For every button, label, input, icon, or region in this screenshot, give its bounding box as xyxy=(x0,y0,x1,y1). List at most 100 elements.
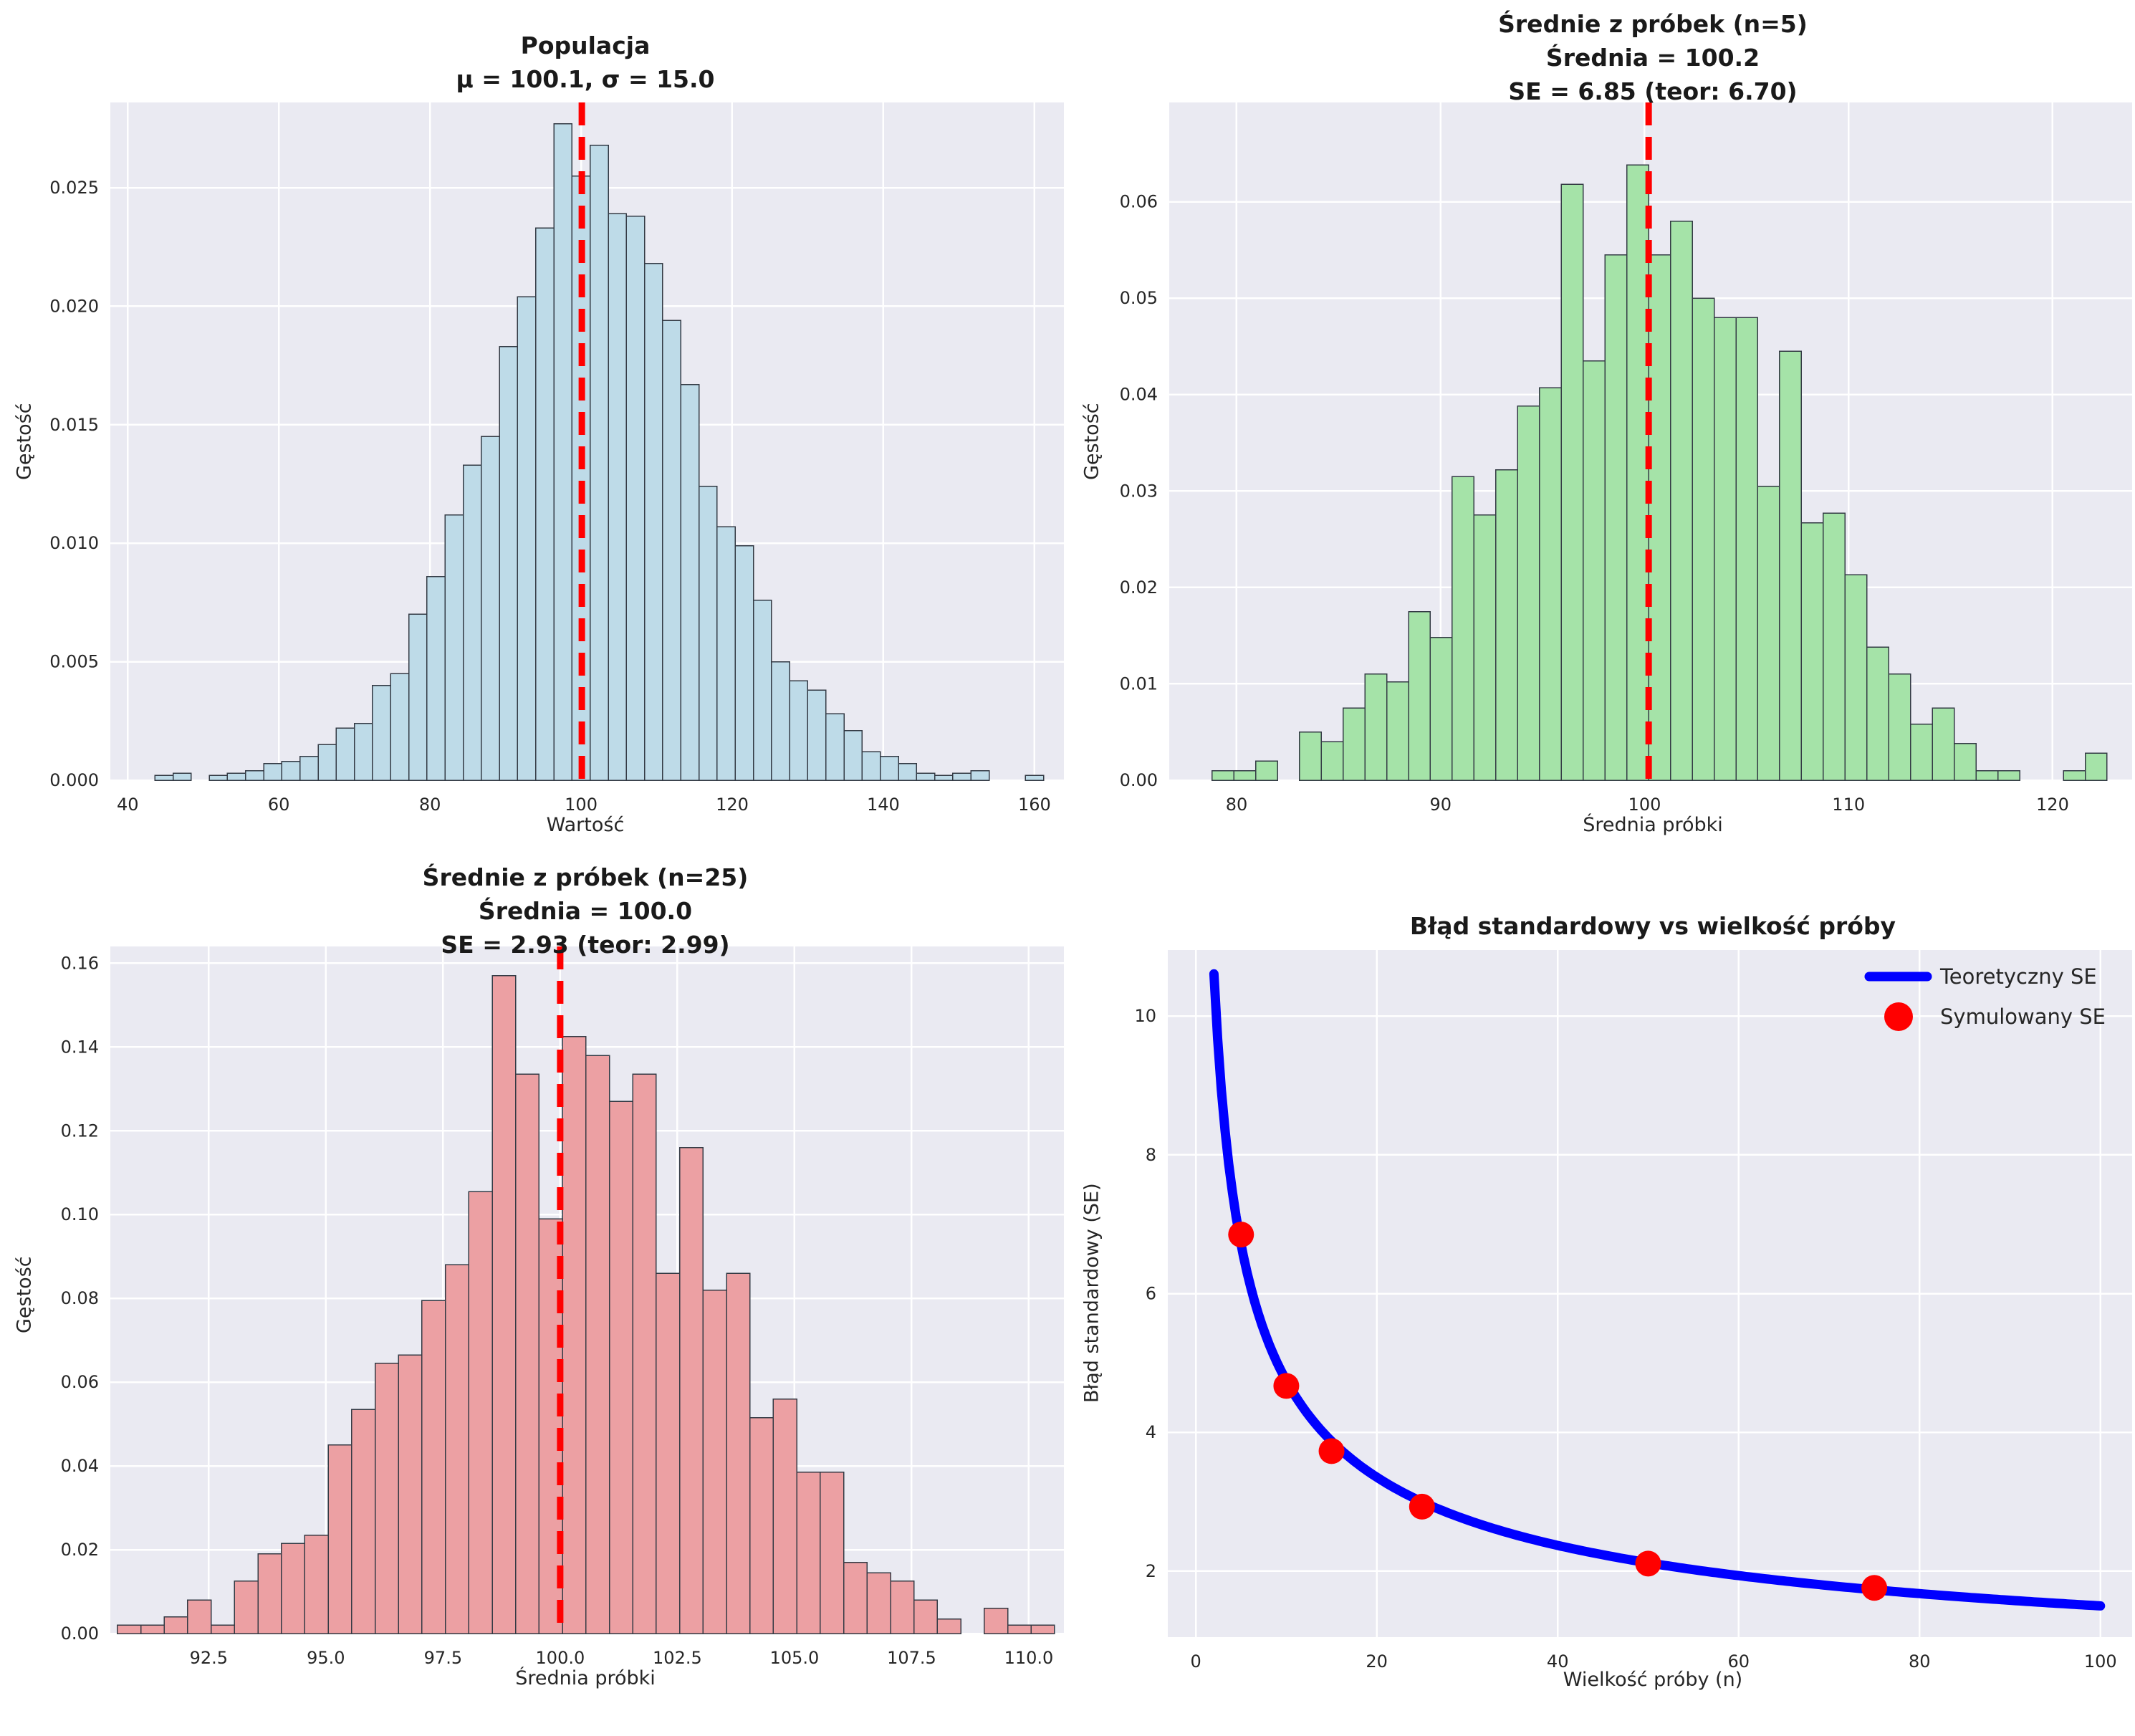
histogram-bar xyxy=(662,320,682,781)
histogram-bar xyxy=(226,772,246,781)
histogram-bar xyxy=(879,756,899,781)
histogram-bar xyxy=(1975,769,1999,781)
histogram-bar xyxy=(1582,360,1606,781)
simulated-se-point xyxy=(1635,1550,1661,1577)
histogram-bar xyxy=(1342,707,1366,781)
simulated-se-point xyxy=(1409,1493,1435,1520)
histogram-bar xyxy=(752,599,772,781)
histogram-bar xyxy=(952,772,972,781)
sample-means-n5-plot: 80 90 100 110 120 0.00 0.01 0.02 0.03 0.04 0.05 0.0… xyxy=(1120,102,2132,815)
x-axis-label: Wielkość próby (n) xyxy=(1563,1669,1743,1691)
x-axis-label: Średnia próbki xyxy=(515,1667,656,1689)
chart-title: Średnie z próbek (n=5) xyxy=(1498,10,1808,38)
histogram-bar xyxy=(515,1073,540,1634)
histogram-bar xyxy=(257,1553,282,1634)
histogram-bar xyxy=(970,770,990,781)
histogram-bar xyxy=(163,1616,188,1634)
histogram-bar xyxy=(726,1272,751,1634)
legend-label-simulated: Symulowany SE xyxy=(1940,1004,2106,1029)
histogram-bar xyxy=(1648,254,1671,781)
histogram-bar xyxy=(499,345,519,781)
histogram-bar xyxy=(656,1272,681,1634)
histogram-bar xyxy=(1007,1624,1032,1634)
histogram-bar xyxy=(462,464,482,781)
histogram-bar xyxy=(562,1035,587,1634)
population-plot: 40 60 80 100 120 140 160 0.000 0.005 0.010 0.015 0.… xyxy=(49,102,1064,815)
y-tick-label: 6 xyxy=(1146,1284,1156,1304)
y-tick-label: 0.14 xyxy=(61,1037,99,1057)
histogram-bar xyxy=(351,1409,376,1634)
x-tick-label: 40 xyxy=(117,795,139,815)
histogram-bar xyxy=(390,673,410,781)
chart-title: Średnie z próbek (n=25) xyxy=(422,863,749,891)
y-tick-label: 0.00 xyxy=(61,1624,99,1644)
histogram-bar xyxy=(608,213,628,781)
y-tick-label: 0.06 xyxy=(1120,192,1158,212)
x-tick-label: 105.0 xyxy=(770,1648,820,1668)
x-tick-label: 120 xyxy=(2036,795,2069,815)
y-tick-label: 8 xyxy=(1146,1145,1156,1165)
y-tick-label: 0.05 xyxy=(1120,288,1158,308)
x-tick-label: 110.0 xyxy=(1004,1648,1054,1668)
simulated-se-point xyxy=(1861,1575,1888,1601)
histogram-bar xyxy=(1844,574,1868,781)
histogram-bar xyxy=(1364,673,1388,781)
histogram-bar xyxy=(1823,512,1846,781)
histogram-bar xyxy=(898,763,918,781)
y-axis-label: Gęstość xyxy=(13,403,36,480)
histogram-bar xyxy=(1735,317,1759,781)
chart-subtitle: μ = 100.1, σ = 15.0 xyxy=(456,65,715,93)
histogram-bar xyxy=(187,1599,212,1634)
sample-means-n25-plot: 92.5 95.0 97.5 100.0 102.5 105.0 107.5 110.0 0.0… xyxy=(61,946,1064,1668)
histogram-bar xyxy=(172,772,192,781)
histogram-bar xyxy=(1233,769,1257,781)
histogram-bar xyxy=(1713,317,1737,781)
histogram-bar xyxy=(1429,637,1453,781)
x-tick-label: 100 xyxy=(1628,795,1661,815)
histogram-bar xyxy=(1669,220,1693,781)
x-tick-label: 100 xyxy=(2084,1651,2117,1672)
histogram-bar xyxy=(535,227,555,781)
histogram-bar xyxy=(281,760,301,781)
histogram-bar xyxy=(1495,469,1519,781)
histogram-bar xyxy=(702,1289,727,1634)
y-tick-label: 10 xyxy=(1134,1006,1156,1026)
chart-sample-means-n25: 92.5 95.0 97.5 100.0 102.5 105.0 107.5 110.0 0.0… xyxy=(0,853,1068,1707)
histogram-bar xyxy=(1866,646,1890,781)
histogram-bar xyxy=(245,770,264,781)
histogram-bar xyxy=(1517,406,1540,781)
histogram-bar xyxy=(353,722,373,781)
x-axis-label: Średnia próbki xyxy=(1583,814,1723,836)
histogram-bar xyxy=(698,486,718,781)
histogram-bar xyxy=(140,1624,165,1634)
histogram-bar xyxy=(825,713,845,781)
histogram-bar xyxy=(632,1073,657,1634)
x-tick-label: 60 xyxy=(1727,1651,1750,1672)
histogram-bar xyxy=(1025,775,1045,781)
y-tick-label: 0.03 xyxy=(1120,481,1158,501)
histogram-bar xyxy=(890,1581,915,1634)
y-tick-label: 0.04 xyxy=(61,1456,99,1476)
histogram-bar xyxy=(1932,707,1955,781)
histogram-bar xyxy=(210,1624,236,1634)
population-title: Populacja μ = 100.1, σ = 15.0 xyxy=(52,29,1119,96)
histogram-bar xyxy=(734,545,754,781)
y-tick-label: 0.015 xyxy=(49,415,99,435)
histogram-bar xyxy=(571,175,591,781)
histogram-bar xyxy=(1800,522,1824,781)
histogram-bar xyxy=(585,1055,610,1634)
histogram-bar xyxy=(678,1146,704,1634)
histogram-bar xyxy=(1386,681,1409,781)
histogram-bar xyxy=(843,1561,868,1634)
x-tick-label: 60 xyxy=(268,795,290,815)
histogram-bar xyxy=(1452,476,1475,781)
simulated-se-point xyxy=(1228,1222,1254,1248)
histogram-bar xyxy=(154,775,174,781)
y-tick-label: 0.010 xyxy=(49,533,99,553)
simulated-se-point xyxy=(1318,1438,1345,1464)
chart-sample-means-n5: 80 90 100 110 120 0.00 0.01 0.02 0.03 0.04 0.05 0.0… xyxy=(1068,0,2135,853)
y-tick-label: 4 xyxy=(1146,1422,1156,1442)
histogram-bar xyxy=(1604,254,1628,781)
x-tick-label: 20 xyxy=(1366,1651,1388,1672)
histogram-bar xyxy=(2063,769,2086,781)
